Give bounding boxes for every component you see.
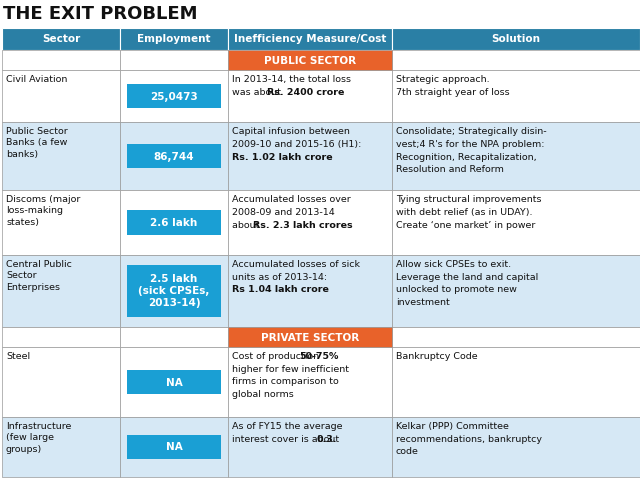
Bar (120, 190, 228, 255)
Bar (228, 190, 392, 255)
Bar (228, 255, 392, 327)
Bar (228, 347, 392, 417)
Bar (120, 347, 228, 417)
Text: Tying structural improvements: Tying structural improvements (396, 195, 541, 204)
Bar (392, 255, 640, 327)
Bar (120, 28, 228, 50)
Text: Cost of production: Cost of production (232, 352, 322, 361)
Bar (228, 327, 392, 347)
Text: code: code (396, 447, 419, 456)
Text: 2.5 lakh
(sick CPSEs,
2013-14): 2.5 lakh (sick CPSEs, 2013-14) (138, 275, 210, 309)
Text: higher for few inefficient: higher for few inefficient (232, 365, 349, 374)
Text: Employment: Employment (137, 35, 211, 45)
Bar (228, 417, 392, 477)
Text: Accumulated losses of sick: Accumulated losses of sick (232, 260, 360, 269)
Text: Steel: Steel (6, 352, 30, 361)
Bar (392, 122, 640, 190)
Text: 25,0473: 25,0473 (150, 92, 198, 101)
Text: unlocked to promote new: unlocked to promote new (396, 286, 517, 295)
Bar (392, 327, 640, 347)
Text: Accumulated losses over: Accumulated losses over (232, 195, 351, 204)
Bar (2, 190, 120, 255)
Bar (2, 347, 120, 417)
Bar (120, 255, 228, 327)
Text: PUBLIC SECTOR: PUBLIC SECTOR (264, 56, 356, 66)
Text: vest;4 R's for the NPA problem:: vest;4 R's for the NPA problem: (396, 140, 545, 149)
Text: As of FY15 the average: As of FY15 the average (232, 422, 342, 431)
Bar (127, 144, 221, 168)
Text: 7th straight year of loss: 7th straight year of loss (396, 88, 509, 97)
Text: 50-75%: 50-75% (299, 352, 339, 361)
Text: Rs. 2.3 lakh crores: Rs. 2.3 lakh crores (253, 220, 353, 229)
Text: Infrastructure
(few large
groups): Infrastructure (few large groups) (6, 422, 72, 454)
Text: Create ‘one market’ in power: Create ‘one market’ in power (396, 220, 536, 229)
Bar (127, 210, 221, 235)
Bar (228, 28, 392, 50)
Text: Discoms (major
loss-making
states): Discoms (major loss-making states) (6, 195, 81, 227)
Bar (392, 70, 640, 122)
Bar (392, 417, 640, 477)
Bar (392, 190, 640, 255)
Text: units as of 2013-14:: units as of 2013-14: (232, 273, 327, 282)
Bar (127, 435, 221, 459)
Bar (127, 265, 221, 317)
Text: Allow sick CPSEs to exit.: Allow sick CPSEs to exit. (396, 260, 511, 269)
Text: Kelkar (PPP) Committee: Kelkar (PPP) Committee (396, 422, 509, 431)
Text: PRIVATE SECTOR: PRIVATE SECTOR (261, 333, 359, 343)
Text: recommendations, bankruptcy: recommendations, bankruptcy (396, 435, 542, 444)
Text: Rs 1.04 lakh crore: Rs 1.04 lakh crore (232, 286, 329, 295)
Text: Civil Aviation: Civil Aviation (6, 75, 67, 84)
Text: about: about (232, 220, 262, 229)
Bar (228, 122, 392, 190)
Bar (228, 50, 392, 70)
Text: Recognition, Recapitalization,: Recognition, Recapitalization, (396, 153, 536, 161)
Bar (2, 255, 120, 327)
Bar (127, 370, 221, 394)
Text: global norms: global norms (232, 390, 294, 399)
Text: THE EXIT PROBLEM: THE EXIT PROBLEM (3, 5, 198, 23)
Bar (2, 122, 120, 190)
Text: NA: NA (166, 377, 182, 387)
Bar (2, 28, 120, 50)
Text: Solution: Solution (492, 35, 541, 45)
Text: 2009-10 and 2015-16 (H1):: 2009-10 and 2015-16 (H1): (232, 140, 362, 149)
Text: Inefficiency Measure/Cost: Inefficiency Measure/Cost (234, 35, 386, 45)
Text: was about: was about (232, 88, 284, 97)
Bar (120, 327, 228, 347)
Text: Sector: Sector (42, 35, 80, 45)
Bar (120, 417, 228, 477)
Bar (127, 84, 221, 108)
Text: firms in comparison to: firms in comparison to (232, 377, 339, 386)
Bar (392, 28, 640, 50)
Text: NA: NA (166, 443, 182, 453)
Text: In 2013-14, the total loss: In 2013-14, the total loss (232, 75, 351, 84)
Text: Strategic approach.: Strategic approach. (396, 75, 490, 84)
Text: Resolution and Reform: Resolution and Reform (396, 165, 504, 174)
Text: Capital infusion between: Capital infusion between (232, 127, 350, 136)
Bar (2, 327, 120, 347)
Text: with debt relief (as in UDAY).: with debt relief (as in UDAY). (396, 208, 532, 217)
Text: 0.3.: 0.3. (317, 435, 337, 444)
Bar (228, 70, 392, 122)
Text: 2008-09 and 2013-14: 2008-09 and 2013-14 (232, 208, 335, 217)
Text: Bankruptcy Code: Bankruptcy Code (396, 352, 477, 361)
Text: investment: investment (396, 298, 450, 307)
Bar (392, 347, 640, 417)
Text: 86,744: 86,744 (154, 152, 195, 161)
Text: interest cover is about: interest cover is about (232, 435, 342, 444)
Bar (120, 122, 228, 190)
Bar (120, 50, 228, 70)
Text: Public Sector
Banks (a few
banks): Public Sector Banks (a few banks) (6, 127, 68, 159)
Text: Leverage the land and capital: Leverage the land and capital (396, 273, 538, 282)
Text: 2.6 lakh: 2.6 lakh (150, 218, 198, 228)
Bar (2, 417, 120, 477)
Text: Central Public
Sector
Enterprises: Central Public Sector Enterprises (6, 260, 72, 292)
Bar (2, 70, 120, 122)
Text: Consolidate; Strategically disin-: Consolidate; Strategically disin- (396, 127, 547, 136)
Text: Rs. 1.02 lakh crore: Rs. 1.02 lakh crore (232, 153, 333, 161)
Bar (2, 50, 120, 70)
Bar (120, 70, 228, 122)
Bar (392, 50, 640, 70)
Text: Rs. 2400 crore: Rs. 2400 crore (268, 88, 345, 97)
